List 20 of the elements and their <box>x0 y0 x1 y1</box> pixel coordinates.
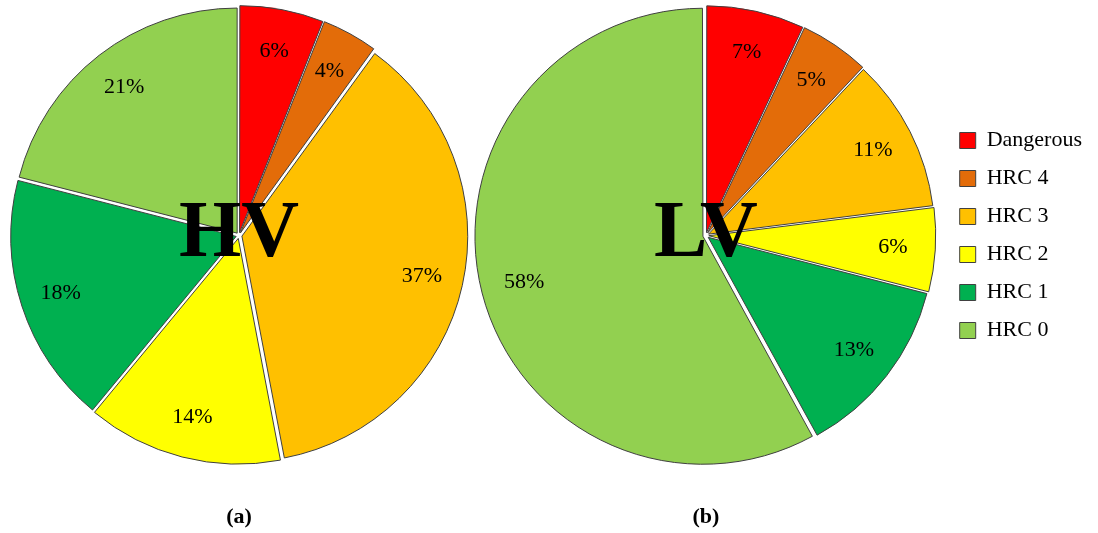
data-label: 37% <box>401 262 443 288</box>
text: (a) <box>226 502 252 528</box>
data-label: 6% <box>878 233 908 259</box>
data-label: 6% <box>259 37 289 63</box>
legend-label: HRC 0 <box>986 316 1049 342</box>
data-label: 11% <box>853 136 893 162</box>
data-label: 4% <box>314 56 344 82</box>
data-label: 5% <box>796 66 826 92</box>
legend-label: HRC 1 <box>986 278 1049 304</box>
legend-label: HRC 2 <box>986 240 1049 266</box>
legend-label: HRC 3 <box>986 202 1049 228</box>
legend-label: HRC 4 <box>986 164 1049 190</box>
data-label: 13% <box>833 336 875 362</box>
data-label: 58% <box>504 267 545 293</box>
legend-label: Dangerous <box>986 126 1083 152</box>
data-label: 18% <box>40 279 81 305</box>
text: (b) <box>692 502 720 528</box>
data-label: 7% <box>732 38 762 64</box>
data-label: 21% <box>103 73 145 99</box>
data-label: 14% <box>172 402 213 428</box>
